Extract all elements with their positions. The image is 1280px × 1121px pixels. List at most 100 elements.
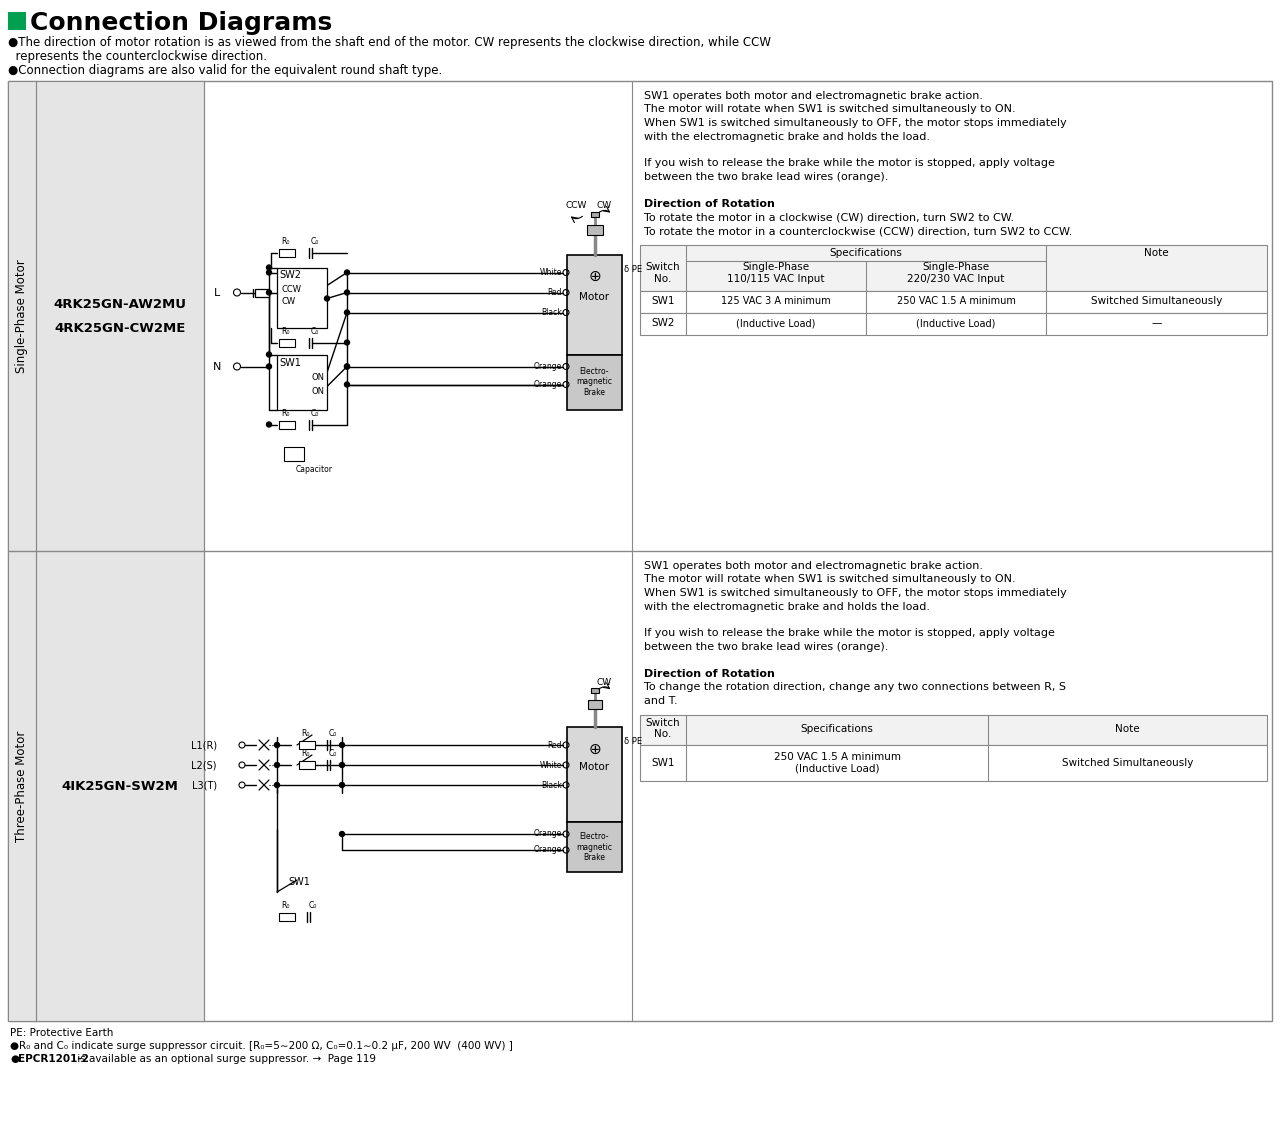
Bar	[300, 761, 315, 769]
Text: Motor: Motor	[580, 291, 609, 302]
Bar	[586, 224, 603, 234]
Text: CCW: CCW	[282, 286, 301, 295]
Text: Switch
No.: Switch No.	[645, 717, 680, 739]
Text: PE: Protective Earth: PE: Protective Earth	[10, 1028, 114, 1038]
Text: between the two brake lead wires (orange).: between the two brake lead wires (orange…	[644, 642, 888, 652]
Text: Motor: Motor	[580, 761, 609, 771]
Text: and T.: and T.	[644, 696, 677, 706]
Text: 250 VAC 1.5 A minimum
(Inductive Load): 250 VAC 1.5 A minimum (Inductive Load)	[773, 752, 901, 773]
Bar	[8, 81, 204, 1021]
Text: 4IK25GN-SW2M: 4IK25GN-SW2M	[61, 779, 178, 793]
Text: C₀: C₀	[311, 237, 320, 245]
Text: Switch
No.: Switch No.	[645, 262, 680, 284]
Text: ●R₀ and C₀ indicate surge suppressor circuit. [R₀=5∼200 Ω, C₀=0.1∼0.2 μF, 200 WV: ●R₀ and C₀ indicate surge suppressor cir…	[10, 1041, 513, 1051]
Text: Note: Note	[1115, 724, 1140, 734]
Text: The motor will rotate when SW1 is switched simultaneously to ON.: The motor will rotate when SW1 is switch…	[644, 104, 1015, 114]
Text: Direction of Rotation: Direction of Rotation	[644, 669, 774, 679]
Text: L: L	[214, 287, 220, 297]
Text: Black: Black	[541, 780, 562, 789]
Bar	[279, 339, 294, 346]
Text: Electro-
magnetic
Brake: Electro- magnetic Brake	[576, 832, 613, 862]
Text: R₀: R₀	[280, 901, 289, 910]
Text: L3(T): L3(T)	[192, 780, 218, 790]
Text: C₀: C₀	[329, 749, 338, 758]
Text: C₀: C₀	[329, 729, 338, 738]
Text: If you wish to release the brake while the motor is stopped, apply voltage: If you wish to release the brake while t…	[644, 158, 1055, 168]
Circle shape	[339, 782, 344, 787]
Text: White: White	[540, 268, 562, 277]
Bar	[284, 446, 305, 461]
Bar	[590, 212, 599, 216]
Bar	[8, 12, 26, 30]
Circle shape	[325, 296, 329, 302]
Text: R₀: R₀	[280, 326, 289, 335]
Text: Black: Black	[541, 308, 562, 317]
Text: SW1 operates both motor and electromagnetic brake action.: SW1 operates both motor and electromagne…	[644, 91, 983, 101]
Text: ON: ON	[311, 372, 324, 381]
Text: Red: Red	[548, 741, 562, 750]
Text: ON: ON	[311, 387, 324, 396]
Text: Connection Diagrams: Connection Diagrams	[29, 11, 333, 35]
Text: Three-Phase Motor: Three-Phase Motor	[15, 730, 28, 842]
Circle shape	[266, 364, 271, 369]
Text: C₀: C₀	[311, 408, 320, 417]
Text: represents the counterclockwise direction.: represents the counterclockwise directio…	[8, 50, 268, 63]
Text: Specifications: Specifications	[829, 248, 902, 258]
Text: SW1: SW1	[652, 758, 675, 768]
Text: Orange: Orange	[534, 830, 562, 839]
Text: Switched Simultaneously: Switched Simultaneously	[1091, 296, 1222, 306]
Circle shape	[266, 290, 271, 295]
Text: The motor will rotate when SW1 is switched simultaneously to ON.: The motor will rotate when SW1 is switch…	[644, 574, 1015, 584]
Bar	[276, 268, 326, 327]
Circle shape	[344, 270, 349, 275]
Text: ●Connection diagrams are also valid for the equivalent round shaft type.: ●Connection diagrams are also valid for …	[8, 64, 443, 77]
Circle shape	[266, 265, 271, 270]
Text: 4RK25GN-CW2ME: 4RK25GN-CW2ME	[54, 322, 186, 334]
Text: (Inductive Load): (Inductive Load)	[736, 318, 815, 328]
Text: L1(R): L1(R)	[191, 740, 218, 750]
Bar	[279, 420, 294, 428]
Text: Note: Note	[1144, 248, 1169, 258]
Text: CW: CW	[596, 678, 612, 687]
Circle shape	[344, 290, 349, 295]
Circle shape	[344, 364, 349, 369]
Text: SW2: SW2	[279, 270, 301, 280]
Text: SW2: SW2	[652, 318, 675, 328]
Text: ⊕: ⊕	[588, 269, 600, 284]
Bar	[276, 354, 326, 409]
Text: C₀: C₀	[311, 326, 320, 335]
Circle shape	[344, 340, 349, 345]
Text: R₀: R₀	[301, 729, 310, 738]
Text: (Inductive Load): (Inductive Load)	[916, 318, 996, 328]
Circle shape	[344, 364, 349, 369]
Circle shape	[274, 742, 279, 748]
Bar	[567, 354, 622, 409]
Text: δ PE: δ PE	[625, 265, 643, 274]
Bar	[8, 81, 204, 1021]
Text: Direction of Rotation: Direction of Rotation	[644, 200, 774, 209]
Bar	[590, 688, 599, 693]
Text: 250 VAC 1.5 A minimum: 250 VAC 1.5 A minimum	[897, 296, 1015, 306]
Circle shape	[266, 421, 271, 427]
Text: To change the rotation direction, change any two connections between R, S: To change the rotation direction, change…	[644, 683, 1066, 693]
Text: is available as an optional surge suppressor. →  Page 119: is available as an optional surge suppre…	[74, 1054, 376, 1064]
Text: Red: Red	[548, 288, 562, 297]
Circle shape	[266, 352, 271, 356]
Bar	[567, 728, 622, 822]
Bar	[279, 912, 294, 921]
Text: Orange: Orange	[534, 845, 562, 854]
Text: CW: CW	[596, 202, 612, 211]
Text: 125 VAC 3 A minimum: 125 VAC 3 A minimum	[721, 296, 831, 306]
Bar	[588, 700, 602, 708]
Circle shape	[344, 382, 349, 387]
Text: R₀: R₀	[280, 408, 289, 417]
Text: If you wish to release the brake while the motor is stopped, apply voltage: If you wish to release the brake while t…	[644, 629, 1055, 639]
Text: Switched Simultaneously: Switched Simultaneously	[1062, 758, 1193, 768]
Circle shape	[339, 832, 344, 836]
Bar	[279, 249, 294, 257]
Text: between the two brake lead wires (orange).: between the two brake lead wires (orange…	[644, 172, 888, 182]
Text: CW: CW	[282, 297, 296, 306]
Circle shape	[344, 311, 349, 315]
Text: R₀: R₀	[280, 237, 289, 245]
Text: CCW: CCW	[566, 202, 588, 211]
